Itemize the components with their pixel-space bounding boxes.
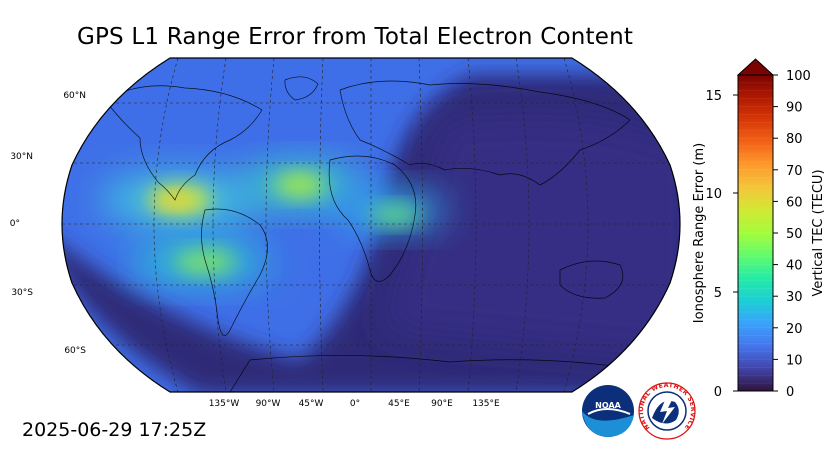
lat-label-0: 0° xyxy=(10,219,20,229)
right-axis-label: Vertical TEC (TECU) xyxy=(811,169,826,296)
lat-label-30s: 30°S xyxy=(11,288,33,298)
colorbar-extend-arrow xyxy=(736,58,775,76)
colorbar-body xyxy=(737,74,774,392)
lon-label-45e: 45°E xyxy=(388,399,410,409)
nws-logo: NATIONAL WEATHER SERVICE xyxy=(638,382,696,440)
right-tick-30: 30 xyxy=(786,290,803,305)
right-tick-20: 20 xyxy=(786,322,803,337)
left-tick-5: 5 xyxy=(714,286,722,301)
noaa-logo-text: NOAA xyxy=(595,401,621,410)
right-tick-50: 50 xyxy=(786,227,803,242)
lat-label-60s: 60°S xyxy=(64,346,86,356)
right-tick-40: 40 xyxy=(786,259,803,274)
lon-label-0: 0° xyxy=(350,399,360,409)
lat-labels: 60°N 30°N 0° 30°S 60°S xyxy=(10,91,87,356)
colorbar-bands xyxy=(738,82,773,384)
right-tick-60: 60 xyxy=(786,195,803,210)
colorbar: 0 5 10 15 0 10 20 30 40 50 60 70 80 90 100 Ionosph… xyxy=(692,58,826,400)
noaa-logo: NOAA xyxy=(582,385,634,437)
right-tick-10: 10 xyxy=(786,353,803,368)
right-tick-80: 80 xyxy=(786,132,803,147)
right-tick-90: 90 xyxy=(786,101,803,116)
lon-label-90w: 90°W xyxy=(256,399,281,409)
right-tick-0: 0 xyxy=(786,385,794,400)
lon-label-135e: 135°E xyxy=(472,399,500,409)
right-tick-70: 70 xyxy=(786,164,803,179)
chart-title: GPS L1 Range Error from Total Electron C… xyxy=(76,24,634,50)
lon-label-90e: 90°E xyxy=(431,399,453,409)
coastlines xyxy=(104,76,641,392)
lon-labels: 135°W 90°W 45°W 0° 45°E 90°E 135°E xyxy=(209,399,500,409)
graticule xyxy=(62,58,680,392)
world-map xyxy=(61,57,681,393)
timestamp: 2025-06-29 17:25Z xyxy=(22,419,207,441)
lat-label-30n: 30°N xyxy=(10,152,33,162)
lat-label-60n: 60°N xyxy=(63,91,86,101)
lon-label-135w: 135°W xyxy=(209,399,240,409)
lon-label-45w: 45°W xyxy=(299,399,324,409)
left-axis-label: Ionosphere Range Error (m) xyxy=(692,143,707,323)
left-tick-10: 10 xyxy=(705,187,722,202)
right-tick-100: 100 xyxy=(786,69,811,84)
left-tick-0: 0 xyxy=(714,385,722,400)
left-tick-15: 15 xyxy=(705,89,722,104)
